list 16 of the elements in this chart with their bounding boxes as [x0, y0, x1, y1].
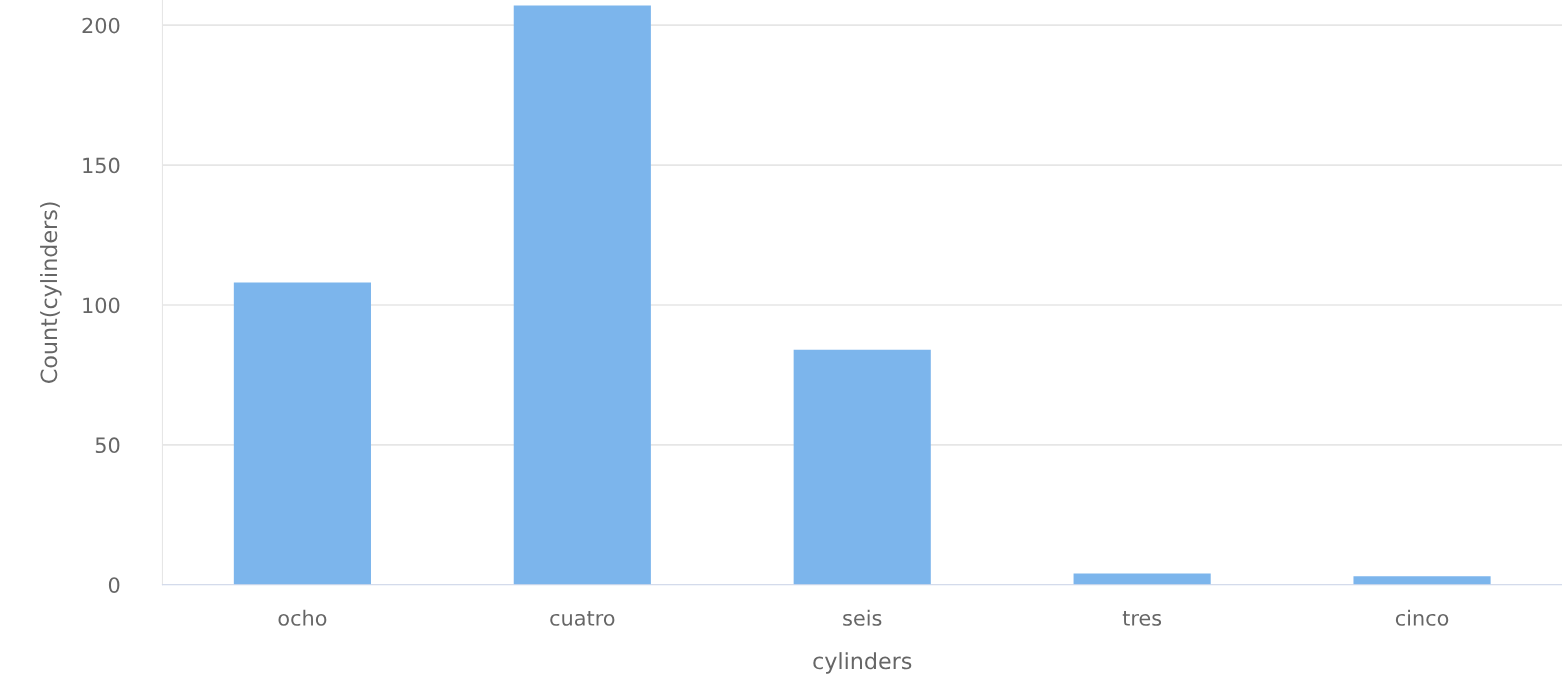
- bar: [793, 349, 931, 585]
- x-tick-label: ocho: [278, 609, 327, 626]
- y-axis-title: Count(cylinders): [40, 202, 62, 383]
- y-tick-label: 200: [82, 17, 120, 34]
- y-tick-label: 50: [95, 437, 120, 454]
- x-tick-label: cinco: [1395, 609, 1449, 626]
- x-tick-label: tres: [1122, 610, 1162, 626]
- bar: [513, 5, 651, 585]
- y-tick-label: 0: [108, 577, 120, 593]
- x-axis-title: cylinders: [813, 652, 912, 674]
- x-tick-label: cuatro: [550, 610, 615, 626]
- y-tick-label: 100: [83, 297, 120, 314]
- bar: [1353, 576, 1491, 585]
- y-tick-label: 150: [83, 157, 120, 174]
- x-tick-label: seis: [843, 609, 882, 626]
- bar: [233, 282, 371, 585]
